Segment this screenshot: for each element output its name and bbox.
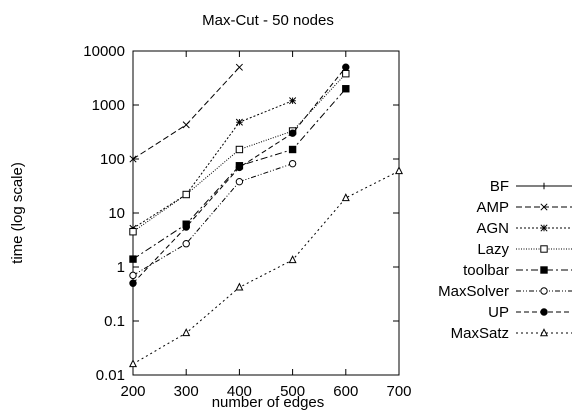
- legend-marker: [540, 182, 548, 190]
- axis-ticks: 200 300 400 500 600 700 0.01 0.1 1 10 100 1000 10000: [83, 43, 411, 400]
- y-tick-label: 1000: [92, 97, 125, 114]
- x-tick-label: 500: [280, 383, 305, 400]
- legend-label: AGN: [476, 220, 509, 237]
- data-point: [129, 271, 137, 280]
- data-point: [342, 63, 350, 71]
- data-point: [129, 255, 137, 263]
- data-point: [129, 155, 137, 163]
- legend-entry: AGN: [476, 220, 572, 237]
- series-line: [132, 88, 347, 260]
- legend-marker: [540, 287, 548, 295]
- data-point: [235, 163, 244, 172]
- y-tick-label: 10000: [83, 43, 125, 60]
- legend-entry: UP: [488, 304, 572, 321]
- y-tick-label: 100: [100, 151, 125, 168]
- legend-entry: Lazy: [477, 241, 572, 258]
- legend-marker: [540, 245, 548, 253]
- legend-marker: [540, 266, 548, 274]
- series-up: [129, 63, 350, 287]
- data-point: [182, 240, 190, 248]
- x-tick-label: 200: [120, 383, 145, 400]
- legend-label: MaxSatz: [451, 325, 509, 342]
- plot-frame: [132, 50, 400, 376]
- legend-label: AMP: [476, 199, 509, 216]
- legend-entry: AMP: [476, 199, 572, 216]
- x-tick-label: 400: [227, 383, 252, 400]
- series-line: [132, 73, 347, 233]
- data-point: [182, 328, 191, 337]
- y-tick-label: 0.01: [96, 367, 125, 384]
- series-maxsolver: [129, 159, 297, 280]
- legend-entry: BF: [490, 178, 572, 195]
- data-point: [182, 223, 190, 231]
- legend-marker: [540, 224, 548, 232]
- y-tick-label: 1: [117, 259, 125, 276]
- data-point: [342, 69, 350, 78]
- legend-marker: [540, 203, 548, 211]
- series-line: [132, 163, 293, 276]
- data-point: [288, 145, 297, 154]
- data-point: [342, 85, 350, 93]
- series-maxsatz: [128, 166, 404, 368]
- data-point: [129, 279, 137, 287]
- y-tick-label: 10: [108, 205, 125, 222]
- legend-label: BF: [490, 178, 509, 195]
- series-agn: [129, 97, 297, 232]
- data-point: [235, 282, 244, 291]
- data-point: [288, 159, 297, 168]
- data-point: [341, 193, 350, 202]
- series-amp: [129, 63, 243, 163]
- data-point: [182, 121, 190, 129]
- data-point: [288, 129, 297, 137]
- legend-marker: [540, 308, 548, 316]
- data-point: [235, 118, 243, 126]
- data-point: [235, 145, 244, 154]
- legend-label: MaxSolver: [438, 283, 509, 300]
- y-tick-label: 0.1: [104, 313, 125, 330]
- series-lazy: [129, 69, 350, 236]
- series-layer: [128, 63, 404, 368]
- legend-entry: MaxSatz: [451, 325, 572, 342]
- data-point: [129, 228, 137, 236]
- series-line: [132, 170, 400, 365]
- data-point: [235, 63, 243, 71]
- legend-label: UP: [488, 304, 509, 321]
- x-tick-label: 700: [386, 383, 411, 400]
- legend-entry: MaxSolver: [438, 283, 572, 300]
- data-point: [289, 97, 297, 105]
- legend-label: Lazy: [477, 241, 509, 258]
- data-point: [394, 166, 404, 175]
- series-line: [132, 66, 240, 160]
- y-axis-label: time (log scale): [9, 162, 26, 264]
- data-point: [182, 190, 190, 199]
- legend: BF AMP AGN Lazy toolbar MaxSolver UP MaxSatz: [438, 178, 572, 342]
- series-line: [132, 100, 293, 229]
- series-toolbar: [129, 85, 350, 263]
- legend-marker: [539, 328, 549, 337]
- x-tick-label: 300: [174, 383, 199, 400]
- legend-label: toolbar: [463, 262, 509, 279]
- series-line: [132, 66, 347, 284]
- chart-title: Max-Cut - 50 nodes: [202, 12, 334, 29]
- legend-entry: toolbar: [463, 262, 572, 279]
- data-point: [128, 359, 138, 368]
- data-point: [288, 255, 297, 264]
- data-point: [235, 177, 244, 186]
- x-tick-label: 600: [333, 383, 358, 400]
- x-axis-label: number of edges: [212, 394, 325, 411]
